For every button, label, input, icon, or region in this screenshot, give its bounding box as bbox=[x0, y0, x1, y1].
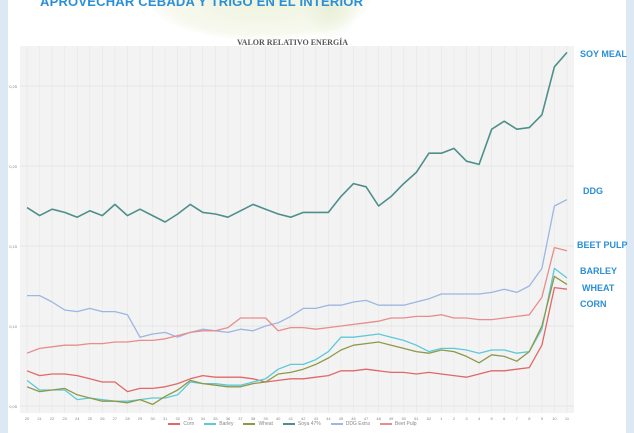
x-tick-label: 29 bbox=[138, 416, 143, 421]
x-tick-label: 33 bbox=[188, 416, 193, 421]
x-tick-label: 37 bbox=[238, 416, 243, 421]
legend-label: Soya 47% bbox=[297, 421, 321, 427]
legend-label: Wheat bbox=[258, 421, 273, 427]
x-tick-label: 47 bbox=[364, 416, 369, 421]
y-tick-label: 0,10 bbox=[9, 324, 18, 329]
x-tick-label: 49 bbox=[389, 416, 394, 421]
y-tick-label: 0,20 bbox=[9, 164, 18, 169]
legend-item: Wheat bbox=[243, 421, 273, 427]
x-tick-label: 40 bbox=[276, 416, 281, 421]
x-tick-label: 38 bbox=[251, 416, 256, 421]
chart-title: VALOR RELATIVO ENERGÍA bbox=[236, 38, 349, 47]
x-tick-label: 45 bbox=[339, 416, 344, 421]
series-line-wheat bbox=[26, 275, 568, 406]
legend-label: Corn bbox=[183, 421, 195, 427]
x-tick-label: 4 bbox=[478, 416, 481, 421]
right-border bbox=[626, 0, 634, 433]
legend-swatch bbox=[379, 423, 392, 425]
x-tick-label: 31 bbox=[163, 416, 168, 421]
series-line-ddg-extra bbox=[27, 199, 568, 338]
y-tick-label: 0,25 bbox=[9, 84, 18, 89]
series-line-corn bbox=[26, 286, 568, 393]
series-line-beet-pulp bbox=[26, 246, 568, 354]
legend-item: Soya 47% bbox=[282, 421, 321, 427]
x-tick-label: 51 bbox=[414, 416, 419, 421]
x-tick-label: 41 bbox=[288, 416, 293, 421]
x-tick-label: 39 bbox=[263, 416, 268, 421]
y-tick-label: 0,15 bbox=[9, 244, 18, 249]
x-tick-label: 6 bbox=[503, 416, 506, 421]
end-label-barley: BARLEY bbox=[580, 266, 618, 276]
legend-item: Beet Pulp bbox=[379, 421, 417, 427]
x-tick-label: 28 bbox=[125, 416, 130, 421]
x-tick-label: 7 bbox=[516, 416, 519, 421]
legend-item: Barley bbox=[204, 421, 233, 427]
legend-swatch bbox=[330, 423, 343, 425]
legend-swatch bbox=[243, 423, 256, 425]
x-tick-label: 23 bbox=[62, 416, 67, 421]
x-tick-label: 30 bbox=[150, 416, 155, 421]
left-border bbox=[0, 0, 8, 433]
plot-area bbox=[20, 46, 574, 413]
series-line-soya-47- bbox=[26, 51, 568, 223]
x-tick-label: 52 bbox=[427, 416, 432, 421]
chart-legend: Corn Barley Wheat Soya 47% DDG Extra Beet Pul… bbox=[0, 421, 585, 427]
x-tick-label: 44 bbox=[326, 416, 331, 421]
x-tick-label: 48 bbox=[376, 416, 381, 421]
legend-label: Beet Pulp bbox=[394, 421, 417, 427]
legend-swatch bbox=[204, 423, 217, 425]
x-tick-label: 24 bbox=[75, 416, 80, 421]
x-tick-label: 32 bbox=[175, 416, 180, 421]
x-tick-label: 22 bbox=[50, 416, 55, 421]
x-tick-label: 26 bbox=[100, 416, 105, 421]
y-tick-label: 0,05 bbox=[9, 404, 18, 409]
x-tick-label: 27 bbox=[113, 416, 118, 421]
x-tick-label: 35 bbox=[213, 416, 218, 421]
x-tick-label: 34 bbox=[201, 416, 206, 421]
legend-label: Barley bbox=[219, 421, 234, 427]
x-tick-label: 50 bbox=[402, 416, 407, 421]
end-label-wheat: WHEAT bbox=[582, 283, 615, 293]
x-tick-label: 25 bbox=[88, 416, 93, 421]
legend-swatch bbox=[168, 423, 181, 425]
legend-label: DDG Extra bbox=[345, 421, 370, 427]
x-tick-label: 8 bbox=[528, 416, 531, 421]
x-tick-label: 3 bbox=[465, 416, 468, 421]
x-tick-label: 42 bbox=[301, 416, 306, 421]
x-tick-label: 20 bbox=[25, 416, 30, 421]
end-label-soy-meal: SOY MEAL bbox=[580, 49, 627, 59]
x-tick-label: 10 bbox=[552, 416, 557, 421]
x-tick-label: 36 bbox=[226, 416, 231, 421]
x-tick-label: 5 bbox=[491, 416, 494, 421]
legend-item: DDG Extra bbox=[330, 421, 370, 427]
end-label-corn: CORN bbox=[580, 299, 607, 309]
x-tick-label: 43 bbox=[314, 416, 319, 421]
slide-title: APROVECHAR CEBADA Y TRIGO EN EL INTERIOR bbox=[40, 0, 364, 9]
legend-item: Corn bbox=[168, 421, 194, 427]
end-label-ddg: DDG bbox=[583, 186, 603, 196]
x-tick-label: 2 bbox=[453, 416, 456, 421]
x-tick-label: 46 bbox=[351, 416, 356, 421]
x-tick-label: 21 bbox=[37, 416, 42, 421]
legend-swatch bbox=[282, 423, 295, 425]
x-tick-label: 9 bbox=[541, 416, 544, 421]
end-label-beet-pulp: BEET PULP bbox=[577, 240, 628, 250]
x-tick-label: 11 bbox=[565, 416, 570, 421]
x-tick-label: 1 bbox=[440, 416, 443, 421]
